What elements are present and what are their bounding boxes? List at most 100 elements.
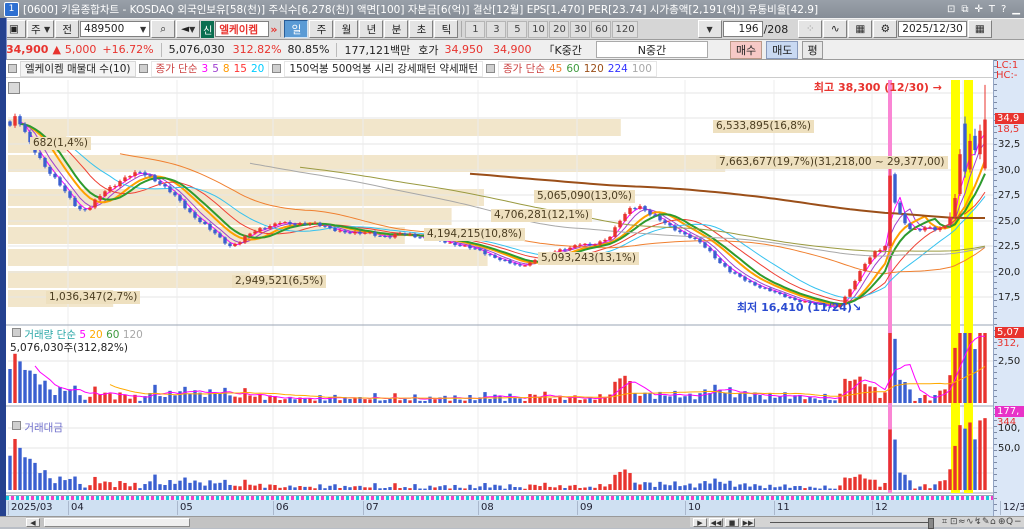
line-chart-icon[interactable]: ∿ [823, 20, 848, 38]
volume-pane-legend[interactable]: 거래량 단순 5 20 60 120 [12, 327, 143, 342]
titlebar-button-icon[interactable]: ▁ [1012, 3, 1020, 15]
legend-short-ma[interactable]: 종가 단순 3 5 8 15 20 [150, 60, 270, 77]
tool-icon[interactable]: ∿ [966, 517, 974, 527]
quote-bar: 34,900 ▲ 5,000 +16.72% 5,076,030 312.82%… [0, 40, 1024, 60]
jeon-button[interactable]: 전 [55, 20, 80, 38]
volume-ratio: 312.82% [232, 43, 282, 56]
period-combo[interactable]: 주 ▼ [27, 20, 55, 38]
tool-icon[interactable]: ⊕ [998, 517, 1006, 527]
search-icon[interactable]: ⌕ [151, 20, 176, 38]
playback-forward-icon[interactable]: ▶▶ [741, 518, 755, 527]
status-bar: ◀ ▶ ◀◀ ■ ▶▶ ⌗ ⊡ ≈ ∿ ↯ ✎ ⌂ ⊕ Q − [0, 516, 1024, 529]
time-axis-label: 12/3 [1000, 501, 1024, 515]
tab-monthly[interactable]: 월 [334, 20, 359, 38]
tool-icon[interactable]: Q [1006, 517, 1014, 527]
minute-120-button[interactable]: 120 [612, 20, 638, 38]
tool-icon[interactable]: ↯ [974, 517, 982, 527]
chevron-down-icon: ▼ [44, 24, 51, 34]
legend-marker-icon[interactable] [272, 64, 282, 73]
sell-button[interactable]: 매도 [766, 40, 799, 59]
ask-price: 34,950 [444, 43, 483, 56]
legend-marker-icon[interactable] [138, 64, 148, 73]
time-axis-label: 12 [872, 501, 888, 515]
zoom-slider-track[interactable] [770, 522, 930, 523]
chevron-down-icon[interactable]: ▼ [697, 20, 722, 38]
collapse-handle-icon[interactable] [8, 82, 20, 94]
titlebar-button-icon[interactable]: T [988, 3, 995, 15]
minute-20-button[interactable]: 20 [549, 20, 570, 38]
save-icon[interactable]: ▦ [848, 20, 873, 38]
tab-daily[interactable]: 일 [284, 20, 309, 38]
tool-icon[interactable]: ≈ [958, 517, 966, 527]
legend-volume-profile[interactable]: 엘케이켐 매물대 수(10) [20, 60, 136, 77]
calendar-icon[interactable]: ▦ [967, 20, 992, 38]
price-tick-label: 17,5 [998, 292, 1021, 303]
h-scrollbar-track[interactable] [26, 517, 690, 528]
date-input[interactable]: 2025/12/30 [898, 21, 967, 37]
minute-5-button[interactable]: 5 [507, 20, 528, 38]
amount-pane-legend[interactable]: 거래대금 [12, 420, 63, 435]
change-percent: +16.72% [102, 43, 154, 56]
price-tick-label: 25,0 [998, 216, 1021, 227]
tab-weekly[interactable]: 주 [309, 20, 334, 38]
candlestick-chart[interactable] [6, 78, 993, 495]
tool-icon[interactable]: ⌂ [990, 517, 996, 527]
avg-button[interactable]: 평 [802, 40, 823, 59]
legend-marker-icon[interactable] [8, 64, 17, 73]
tab-second[interactable]: 초 [409, 20, 434, 38]
tool-icon[interactable]: ⊡ [950, 517, 958, 527]
buy-button[interactable]: 매수 [729, 40, 763, 59]
gear-icon[interactable]: ⚙ [873, 20, 898, 38]
minute-3-button[interactable]: 3 [486, 20, 507, 38]
playback-rewind-icon[interactable]: ◀◀ [709, 518, 723, 527]
stock-code-input[interactable]: 489500 ▼ [80, 21, 151, 37]
divider [160, 42, 162, 57]
minute-60-button[interactable]: 60 [591, 20, 612, 38]
vol-ma60-label: 60 [106, 329, 120, 341]
amount-badge: 177, [995, 406, 1024, 417]
playback-stop-icon[interactable]: ■ [725, 518, 739, 527]
tool-icon[interactable]: ✎ [982, 517, 990, 527]
n-mode-field[interactable]: N중간 [595, 41, 708, 58]
up-arrow-icon: ▲ [52, 43, 61, 56]
zoom-slider-handle[interactable] [928, 518, 934, 529]
stock-name-field[interactable]: 엘케이켐 [215, 21, 270, 37]
minute-1-button[interactable]: 1 [465, 20, 486, 38]
legend-pattern[interactable]: 150억봉 500억봉 시리 강세패턴 약세패턴 [284, 60, 483, 77]
tab-minute[interactable]: 분 [384, 20, 409, 38]
new-listing-badge: 신 [201, 20, 215, 38]
price-tick-label: 27,5 [998, 190, 1021, 201]
window-menu-icon[interactable]: ▣ [2, 20, 26, 38]
time-axis-label: 10 [685, 501, 701, 515]
k-mode-label[interactable]: 「K중간 [543, 43, 582, 57]
price-axis[interactable]: LC:1 HC:- 32,5 30,0 27,5 25,0 22,5 20,0 17,5 34,… [993, 60, 1024, 516]
titlebar-button-icon[interactable]: ? [1000, 3, 1007, 15]
tab-yearly[interactable]: 년 [359, 20, 384, 38]
window-number-icon[interactable]: 1 [4, 1, 19, 17]
dots-icon[interactable]: ⁘ [798, 20, 823, 38]
tool-icon[interactable]: ⌗ [942, 517, 948, 527]
legend-marker-icon[interactable] [486, 64, 495, 73]
tool-icon[interactable]: − [1014, 517, 1022, 527]
scroll-left-icon[interactable]: ◀ [26, 518, 40, 527]
tab-tick[interactable]: 틱 [434, 20, 459, 38]
titlebar-button-icon[interactable]: ⧉ [961, 3, 969, 15]
sound-icon[interactable]: ◄ ▼ [176, 20, 201, 38]
price-tick-label: 30,0 [998, 165, 1021, 176]
time-axis[interactable]: 2025/03 04 05 06 07 08 09 10 11 12 12/3 [6, 495, 1024, 516]
legend-long-ma[interactable]: 종가 단순 45 60 120 224 100 [498, 60, 657, 77]
ma224-label: 224 [607, 62, 628, 75]
h-scrollbar-thumb[interactable] [44, 518, 190, 527]
time-axis-label: 2025/03 [8, 501, 53, 515]
lc-hc-readout: LC:1 HC:- [996, 60, 1019, 81]
minute-30-button[interactable]: 30 [570, 20, 591, 38]
ma120-label: 120 [583, 62, 604, 75]
bar-count-input[interactable]: 196 [722, 21, 763, 37]
playback-play-icon[interactable]: ▶ [693, 518, 707, 527]
titlebar-button-icon[interactable]: ✛ [974, 3, 983, 15]
divider [336, 42, 338, 57]
right-arrow-icon: → [932, 81, 942, 94]
titlebar-button-icon[interactable]: ⊡ [946, 3, 956, 15]
volume-value: 5,076,030 [168, 43, 225, 56]
minute-10-button[interactable]: 10 [528, 20, 549, 38]
